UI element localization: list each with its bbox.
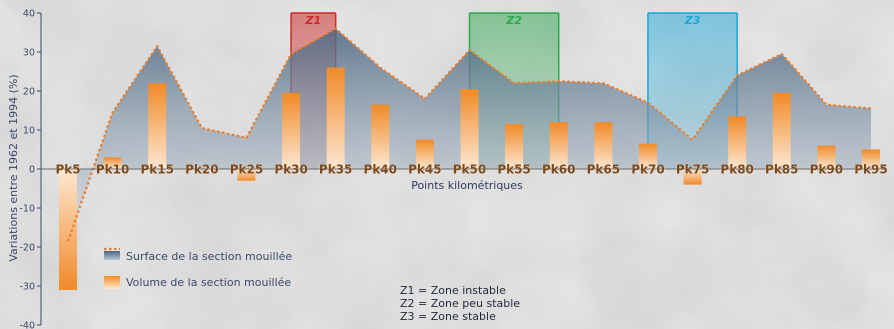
y-axis-label: Variations entre 1962 et 1994 (%) [7, 74, 20, 261]
volume-bar-pk80 [728, 116, 747, 169]
x-tick-label-pk95: Pk95 [854, 163, 887, 177]
x-tick-label-pk90: Pk90 [810, 163, 843, 177]
volume-bar-pk15 [148, 83, 167, 169]
x-tick-label-pk70: Pk70 [631, 163, 664, 177]
legend-volume-label: Volume de la section mouillée [126, 276, 291, 289]
y-tick-label: 40 [23, 9, 35, 20]
line-layer [66, 27, 872, 242]
y-tick-label: 20 [23, 87, 35, 98]
axes-layer: -40 -30 -20 -10 0 10 20 30 40 Pk5 Pk10 Pk15 Pk20 Pk25… [19, 9, 888, 329]
y-tick-label: 10 [23, 126, 35, 137]
volume-bar-pk85 [772, 92, 791, 169]
surface-line [66, 27, 872, 242]
zone-note-z1: Z1 = Zone instable [400, 284, 506, 297]
volume-bar-pk65 [594, 122, 613, 169]
x-axis-label: Points kilométriques [411, 179, 523, 192]
volume-bar-pk30 [282, 92, 301, 169]
zone-z2-label: Z2 [505, 14, 522, 27]
volume-bar-pk55 [505, 124, 524, 169]
x-tick-label-pk80: Pk80 [720, 163, 753, 177]
x-tick-label-pk75: Pk75 [676, 163, 709, 177]
legend-volume-swatch [104, 276, 120, 289]
volume-bar-pk75 [683, 169, 702, 185]
x-tick-label-pk30: Pk30 [274, 163, 307, 177]
volume-bar-pk10 [103, 157, 122, 169]
x-tick-label-pk45: Pk45 [408, 163, 441, 177]
x-tick-label-pk25: Pk25 [230, 163, 263, 177]
x-tick-label-pk60: Pk60 [542, 163, 575, 177]
y-tick-label: -10 [19, 204, 35, 215]
volume-bar-pk60 [549, 122, 568, 169]
zone-z1-label: Z1 [305, 14, 322, 27]
x-tick-label-pk55: Pk55 [497, 163, 530, 177]
x-tick-label-pk10: Pk10 [96, 163, 129, 177]
volume-bar-pk45 [415, 139, 434, 169]
volume-bar-pk95 [862, 149, 880, 169]
legend: Surface de la section mouillée Volume de… [104, 247, 292, 289]
x-tick-label-pk15: Pk15 [140, 163, 173, 177]
legend-surface-swatch [104, 251, 120, 260]
zone-z3-label: Z3 [684, 14, 701, 27]
x-tick-label-pk50: Pk50 [453, 163, 486, 177]
y-tick-label: -20 [19, 243, 35, 254]
y-tick-label: -40 [19, 321, 35, 329]
volume-bar-pk35 [326, 67, 345, 169]
zone-notes: Z1 = Zone instable Z2 = Zone peu stable … [400, 284, 520, 323]
y-tick-label: 30 [23, 48, 35, 59]
volume-bar-pk90 [817, 145, 836, 169]
volume-bar-pk25 [237, 169, 256, 181]
x-tick-label-pk40: Pk40 [364, 163, 397, 177]
volume-bar-pk40 [371, 104, 390, 169]
x-tick-label-pk35: Pk35 [319, 163, 352, 177]
volume-bar-pk70 [638, 143, 657, 169]
x-tick-label-pk20: Pk20 [185, 163, 218, 177]
bars-layer [59, 67, 880, 290]
volume-bar-pk50 [460, 89, 479, 169]
volume-bar-pk5 [59, 169, 77, 290]
y-tick-label: -30 [19, 282, 35, 293]
zone-note-z2: Z2 = Zone peu stable [400, 297, 520, 310]
x-tick-label-pk85: Pk85 [765, 163, 798, 177]
legend-surface-label: Surface de la section mouillée [126, 250, 292, 263]
x-tick-label-pk5: Pk5 [55, 163, 80, 177]
x-tick-label-pk65: Pk65 [587, 163, 620, 177]
y-tick-label: 0 [29, 165, 35, 176]
zone-note-z3: Z3 = Zone stable [400, 310, 496, 323]
